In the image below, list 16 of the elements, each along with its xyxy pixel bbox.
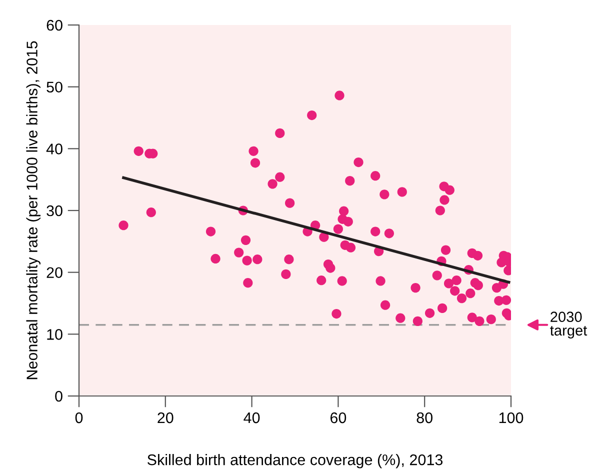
- x-tick-label: 60: [330, 412, 346, 424]
- y-tick-label: 10: [47, 329, 62, 340]
- y-tick-label: 0: [55, 390, 62, 402]
- x-tick-label: 80: [416, 412, 432, 424]
- ref-line-label: 2030 target: [550, 312, 588, 338]
- x-tick-label: 100: [499, 412, 524, 424]
- x-tick-label: 20: [158, 412, 174, 424]
- y-tick-label: 60: [46, 20, 62, 31]
- y-tick-label: 50: [46, 82, 62, 93]
- y-axis-title: Neonatal mortality rate (per 1000 live births), 2015: [26, 41, 40, 380]
- x-axis-title: Skilled birth attendance coverage (%), 2013: [148, 454, 443, 468]
- x-tick-label: 0: [75, 412, 83, 424]
- x-tick-label: 40: [244, 412, 260, 424]
- y-tick-label: 40: [46, 144, 62, 154]
- y-tick-label: 20: [46, 267, 62, 278]
- y-tick-label: 30: [46, 205, 62, 216]
